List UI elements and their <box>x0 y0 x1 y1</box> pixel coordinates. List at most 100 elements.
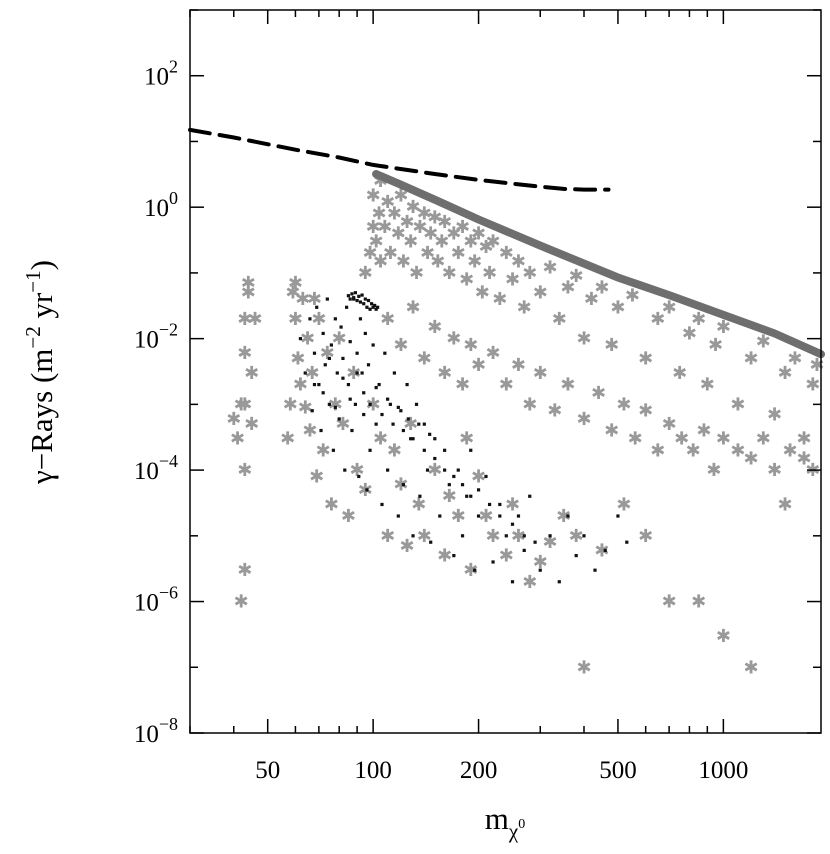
gray-asterisk-point: ✱ <box>744 449 759 470</box>
gray-asterisk-point: ✱ <box>543 532 558 553</box>
y-tick-label: 10−4 <box>134 451 178 485</box>
black-dot-point <box>417 422 421 426</box>
black-dot-point <box>476 488 481 492</box>
gray-asterisk-point: ✱ <box>366 394 381 415</box>
gray-asterisk-point: ✱ <box>716 317 731 338</box>
black-dot-point <box>321 391 325 395</box>
gray-asterisk-point: ✱ <box>417 526 432 547</box>
gray-asterisk-point: ✱ <box>451 243 466 264</box>
black-dot-point <box>350 292 354 296</box>
gray-asterisk-point: ✱ <box>533 363 548 384</box>
gray-asterisk-point: ✱ <box>691 592 706 613</box>
gray-asterisk-point: ✱ <box>616 394 631 415</box>
black-dot-point <box>625 540 629 544</box>
gray-asterisk-point: ✱ <box>363 243 378 264</box>
black-dot-point <box>319 428 323 433</box>
black-dot-point <box>465 494 469 498</box>
black-dot-point <box>348 397 352 401</box>
black-dot-point <box>348 297 352 301</box>
gray-asterisk-point: ✱ <box>237 560 252 581</box>
gray-asterisk-point: ✱ <box>234 592 249 613</box>
points-layer: ✱✱✱✱✱✱✱✱✱✱✱✱✱✱✱✱✱✱✱✱✱✱✱✱✱✱✱✱✱✱✱✱✱✱✱✱✱✱✱✱… <box>226 171 824 678</box>
gray-asterisk-point: ✱ <box>283 394 298 415</box>
gray-asterisk-point: ✱ <box>674 429 689 450</box>
black-dot-point <box>418 494 422 498</box>
black-dot-point <box>373 303 377 308</box>
gray-asterisk-point: ✱ <box>730 394 745 415</box>
gray-asterisk-point: ✱ <box>650 309 665 330</box>
gray-asterisk-point: ✱ <box>383 243 398 264</box>
gray-asterisk-point: ✱ <box>393 186 408 207</box>
gray-asterisk-point: ✱ <box>403 414 418 435</box>
y-tick-label: 102 <box>144 57 178 91</box>
gray-asterisk-point: ✱ <box>387 440 402 461</box>
gray-asterisk-point: ✱ <box>569 266 584 287</box>
gray-asterisk-point: ✱ <box>576 657 591 678</box>
black-dot-point <box>371 343 375 347</box>
black-dot-point <box>343 468 347 472</box>
black-dot-point <box>396 405 400 409</box>
black-dot-point <box>371 305 375 309</box>
black-dot-point <box>548 534 552 538</box>
black-dot-point <box>510 580 515 584</box>
black-dot-point <box>368 448 372 452</box>
gray-asterisk-point: ✱ <box>672 363 687 384</box>
black-dot-point <box>374 385 378 390</box>
gray-asterisk-point: ✱ <box>380 192 395 213</box>
black-dot-point <box>422 448 426 452</box>
gray-asterisk-point: ✱ <box>492 289 507 310</box>
x-tick-label: 500 <box>599 757 637 784</box>
gray-asterisk-point: ✱ <box>247 309 262 330</box>
black-dot-point <box>528 494 532 498</box>
black-dot-point <box>411 534 415 538</box>
black-dot-point <box>522 534 526 538</box>
gray-asterisk-point: ✱ <box>298 397 313 418</box>
black-dot-point <box>538 568 542 572</box>
gray-asterisk-point: ✱ <box>522 394 537 415</box>
gray-asterisk-point: ✱ <box>346 363 361 384</box>
black-dot-point <box>353 402 358 406</box>
black-dot-point <box>327 356 331 361</box>
gray-asterisk-point: ✱ <box>226 409 241 430</box>
y-tick-label: 10−2 <box>134 320 178 354</box>
gray-asterisk-point: ✱ <box>662 414 677 435</box>
gray-asterisk-point: ✱ <box>358 263 373 284</box>
gray-asterisk-point: ✱ <box>767 460 782 481</box>
gray-asterisk-point: ✱ <box>237 343 252 364</box>
black-dot-point <box>331 448 335 452</box>
gray-asterisk-point: ✱ <box>366 186 381 207</box>
gray-asterisk-point: ✱ <box>547 401 562 422</box>
black-dot-point <box>566 514 570 518</box>
black-dot-point <box>362 412 366 417</box>
y-axis-title: γ−Rays (m−2 yr−1) <box>21 260 59 485</box>
gray-asterisk-point: ✱ <box>604 421 619 442</box>
gray-asterisk-point: ✱ <box>393 335 408 356</box>
gray-asterisk-point: ✱ <box>576 329 591 350</box>
gray-asterisk-point: ✱ <box>237 309 252 330</box>
gray-asterisk-point: ✱ <box>328 394 343 415</box>
black-dot-point <box>348 340 352 344</box>
gray-asterisk-point: ✱ <box>730 440 745 461</box>
black-dot-point <box>491 560 495 564</box>
gray-asterisk-point: ✱ <box>486 232 501 253</box>
gray-asterisk-point: ✱ <box>420 243 435 264</box>
gray-asterisk-point: ✱ <box>594 540 609 561</box>
gray-asterisk-point: ✱ <box>478 506 493 527</box>
gray-asterisk-point: ✱ <box>427 460 442 481</box>
gray-asterisk-point: ✱ <box>373 251 388 272</box>
gray-asterisk-point: ✱ <box>391 223 406 244</box>
gray-asterisk-point: ✱ <box>628 429 643 450</box>
gray-asterisk-point: ✱ <box>625 286 640 307</box>
gray-asterisk-point: ✱ <box>767 405 782 426</box>
gray-asterisk-point: ✱ <box>366 217 381 238</box>
gray-asterisk-point: ✱ <box>797 449 812 470</box>
gray-asterisk-point: ✱ <box>411 494 426 515</box>
black-dot-point <box>363 297 367 301</box>
black-dot-point <box>414 402 419 406</box>
gray-asterisk-point: ✱ <box>423 223 438 244</box>
gray-asterisk-point: ✱ <box>295 289 310 310</box>
black-dot-point <box>428 432 432 436</box>
black-dot-point <box>360 293 364 297</box>
x-tick-label: 50 <box>255 757 280 784</box>
gray-asterisk-point: ✱ <box>576 409 591 430</box>
